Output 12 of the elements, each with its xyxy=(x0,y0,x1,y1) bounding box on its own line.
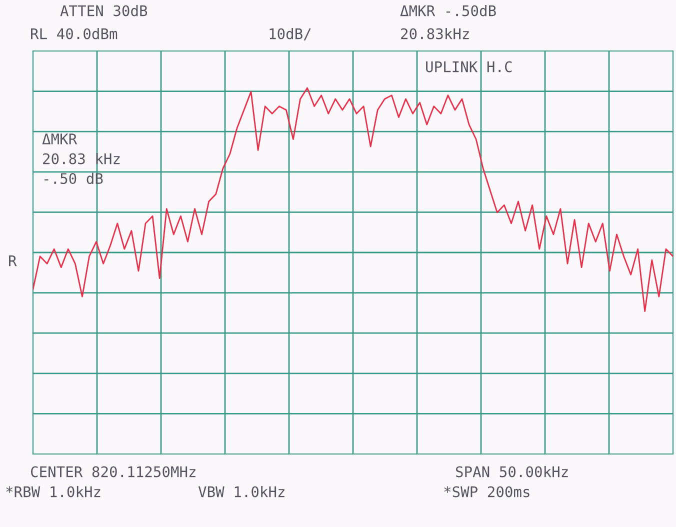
text: R xyxy=(9,255,17,266)
text: VBW 1.0kHz xyxy=(198,486,284,498)
text: UPLINK H.C xyxy=(426,61,512,72)
text: 10dB/ xyxy=(270,28,311,40)
text: *SWP 200ms xyxy=(444,486,530,498)
text: *RBW 1.0kHz xyxy=(6,486,100,498)
text: ΔMKR -.50dB xyxy=(400,4,496,16)
text: RL 40.0dBm xyxy=(31,28,118,40)
text: ATTEN 30dB xyxy=(60,4,148,16)
text: CENTER 820.11250MHz xyxy=(30,466,196,478)
text: 20.83kHz xyxy=(401,28,469,40)
text: SPAN 50.00kHz xyxy=(456,466,568,478)
